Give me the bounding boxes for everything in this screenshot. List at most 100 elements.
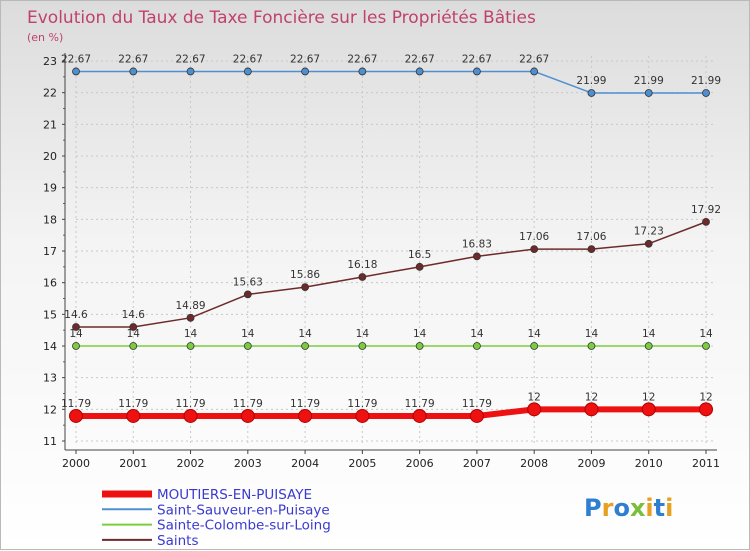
data-label-sainte-colombe-sur-loing: 14 (298, 328, 312, 340)
data-point-saint-sauveur-en-puisaye (587, 89, 596, 97)
data-point-saint-sauveur-en-puisaye (301, 67, 309, 76)
data-label-saints: 16.83 (462, 238, 492, 250)
data-point-moutiers-en-puisaye (69, 408, 83, 423)
data-label-moutiers-en-puisaye: 11.79 (405, 398, 435, 410)
legend-label-sainte-colombe-sur-loing: Sainte-Colombe-sur-Loing (157, 518, 331, 534)
data-label-moutiers-en-puisaye: 11.79 (118, 398, 148, 410)
data-point-saints (358, 273, 367, 281)
data-label-moutiers-en-puisaye: 11.79 (290, 398, 320, 410)
data-label-sainte-colombe-sur-loing: 14 (69, 328, 83, 340)
data-point-saint-sauveur-en-puisaye (702, 89, 710, 97)
data-point-saints (644, 239, 653, 248)
data-label-saint-sauveur-en-puisaye: 22.67 (519, 53, 549, 65)
chart-title: Evolution du Taux de Taxe Foncière sur l… (27, 8, 536, 28)
data-label-saints: 17.06 (519, 231, 549, 243)
y-tick-label: 23 (43, 55, 57, 68)
data-label-moutiers-en-puisaye: 11.79 (347, 398, 377, 410)
x-tick-label: 2006 (406, 457, 434, 470)
data-label-saint-sauveur-en-puisaye: 22.67 (233, 53, 263, 65)
data-point-saint-sauveur-en-puisaye (530, 67, 539, 76)
data-label-sainte-colombe-sur-loing: 14 (241, 328, 255, 340)
y-tick-label: 11 (43, 435, 57, 448)
y-tick-label: 22 (43, 87, 57, 100)
x-tick-label: 2009 (577, 457, 605, 470)
data-label-saints: 14.6 (64, 309, 88, 321)
data-label-sainte-colombe-sur-loing: 14 (127, 328, 141, 340)
data-label-saint-sauveur-en-puisaye: 22.67 (176, 53, 206, 65)
data-point-saint-sauveur-en-puisaye (644, 89, 653, 97)
data-point-moutiers-en-puisaye (584, 402, 599, 417)
data-point-moutiers-en-puisaye (699, 402, 713, 417)
data-point-saints (587, 245, 596, 254)
x-tick-label: 2010 (635, 457, 663, 470)
y-tick-label: 16 (43, 277, 57, 290)
data-point-sainte-colombe-sur-loing (129, 342, 138, 350)
data-label-sainte-colombe-sur-loing: 14 (470, 328, 484, 340)
data-point-moutiers-en-puisaye (412, 408, 427, 423)
y-tick-label: 20 (43, 150, 57, 163)
data-point-saints (702, 217, 710, 226)
data-label-saints: 17.23 (634, 226, 664, 238)
data-label-saint-sauveur-en-puisaye: 21.99 (691, 75, 721, 87)
data-point-sainte-colombe-sur-loing (72, 342, 80, 350)
x-tick-label: 2005 (348, 457, 376, 470)
data-point-sainte-colombe-sur-loing (644, 342, 653, 350)
data-point-saints (473, 252, 481, 261)
data-point-sainte-colombe-sur-loing (530, 342, 539, 350)
data-point-sainte-colombe-sur-loing (415, 342, 424, 350)
data-label-saints: 15.63 (233, 276, 263, 288)
x-tick-label: 2001 (119, 457, 147, 470)
data-label-saint-sauveur-en-puisaye: 21.99 (634, 75, 664, 87)
data-point-sainte-colombe-sur-loing (702, 342, 710, 350)
data-label-sainte-colombe-sur-loing: 14 (356, 328, 370, 340)
data-label-sainte-colombe-sur-loing: 14 (585, 328, 599, 340)
x-tick-label: 2002 (177, 457, 205, 470)
grid (75, 56, 716, 446)
y-tick-label: 18 (43, 213, 57, 226)
chart-subtitle: (en %) (27, 31, 63, 44)
data-point-saints (530, 245, 539, 254)
legend-label-saint-sauveur-en-puisaye: Saint-Sauveur-en-Puisaye (157, 502, 330, 518)
data-point-saint-sauveur-en-puisaye (72, 67, 80, 76)
data-label-saint-sauveur-en-puisaye: 22.67 (405, 53, 435, 65)
data-point-sainte-colombe-sur-loing (358, 342, 367, 350)
data-label-moutiers-en-puisaye: 11.79 (61, 398, 91, 410)
data-point-sainte-colombe-sur-loing (186, 342, 195, 350)
data-label-saints: 15.86 (290, 269, 320, 281)
data-point-saint-sauveur-en-puisaye (415, 67, 424, 76)
data-point-saints (129, 323, 138, 331)
series-line-moutiers-en-puisaye (76, 406, 706, 419)
x-tick-label: 2004 (291, 457, 319, 470)
data-label-moutiers-en-puisaye: 12 (642, 391, 655, 403)
data-label-saint-sauveur-en-puisaye: 22.67 (290, 53, 320, 65)
series-layer (69, 67, 713, 423)
data-label-saint-sauveur-en-puisaye: 22.67 (61, 53, 91, 65)
proxiti-logo: Proxiti (584, 494, 673, 522)
data-point-saint-sauveur-en-puisaye (243, 67, 252, 76)
data-label-moutiers-en-puisaye: 11.79 (176, 398, 206, 410)
logo-text: Proxiti (584, 494, 673, 522)
data-point-moutiers-en-puisaye (126, 408, 141, 423)
data-label-moutiers-en-puisaye: 11.79 (462, 398, 492, 410)
y-tick-label: 17 (43, 245, 57, 258)
data-point-saint-sauveur-en-puisaye (358, 67, 367, 76)
data-label-moutiers-en-puisaye: 12 (585, 391, 598, 403)
data-label-moutiers-en-puisaye: 12 (527, 391, 540, 403)
y-tick-label: 21 (43, 118, 57, 131)
data-point-moutiers-en-puisaye (183, 408, 198, 423)
data-point-sainte-colombe-sur-loing (301, 342, 309, 350)
data-point-moutiers-en-puisaye (298, 408, 313, 423)
data-label-sainte-colombe-sur-loing: 14 (527, 328, 541, 340)
data-label-saint-sauveur-en-puisaye: 22.67 (347, 53, 377, 65)
x-tick-label: 2000 (62, 457, 90, 470)
data-point-saints (301, 283, 309, 292)
x-tick-label: 2003 (234, 457, 262, 470)
data-label-saints: 17.92 (691, 204, 721, 216)
x-tick-label: 2008 (520, 457, 548, 470)
data-label-saints: 16.18 (347, 259, 377, 271)
axes: 11 12 13 14 15 16 17 18 19 20 21 22 23 2000 2001 2002 20… (43, 53, 720, 470)
data-point-sainte-colombe-sur-loing (473, 342, 481, 350)
data-point-saint-sauveur-en-puisaye (473, 67, 481, 76)
